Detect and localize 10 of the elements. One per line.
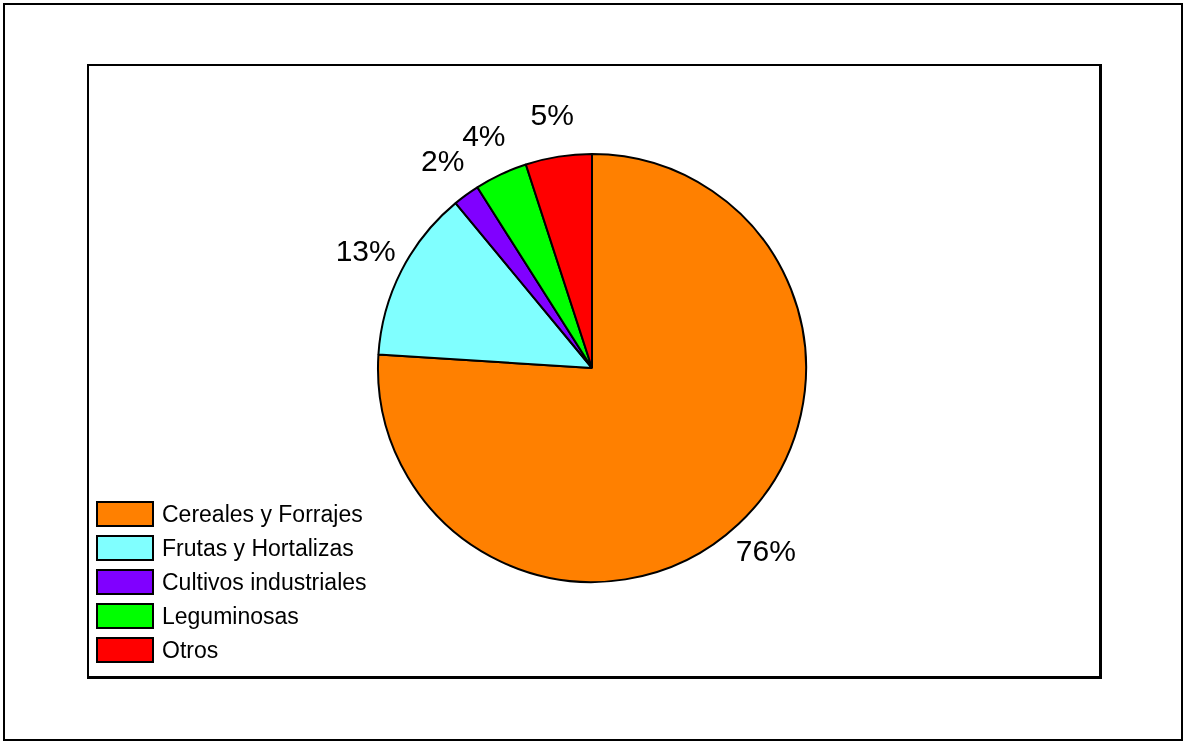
- legend-label: Cultivos industriales: [162, 568, 367, 596]
- legend-label: Cereales y Forrajes: [162, 500, 363, 528]
- data-label: 76%: [735, 534, 796, 568]
- data-label: 2%: [421, 143, 465, 177]
- data-label: 4%: [462, 119, 506, 153]
- data-label: 5%: [530, 98, 574, 132]
- data-label: 13%: [335, 233, 396, 267]
- legend-label: Leguminosas: [162, 602, 299, 630]
- legend-label: Otros: [162, 636, 219, 664]
- legend-label: Frutas y Hortalizas: [162, 534, 354, 562]
